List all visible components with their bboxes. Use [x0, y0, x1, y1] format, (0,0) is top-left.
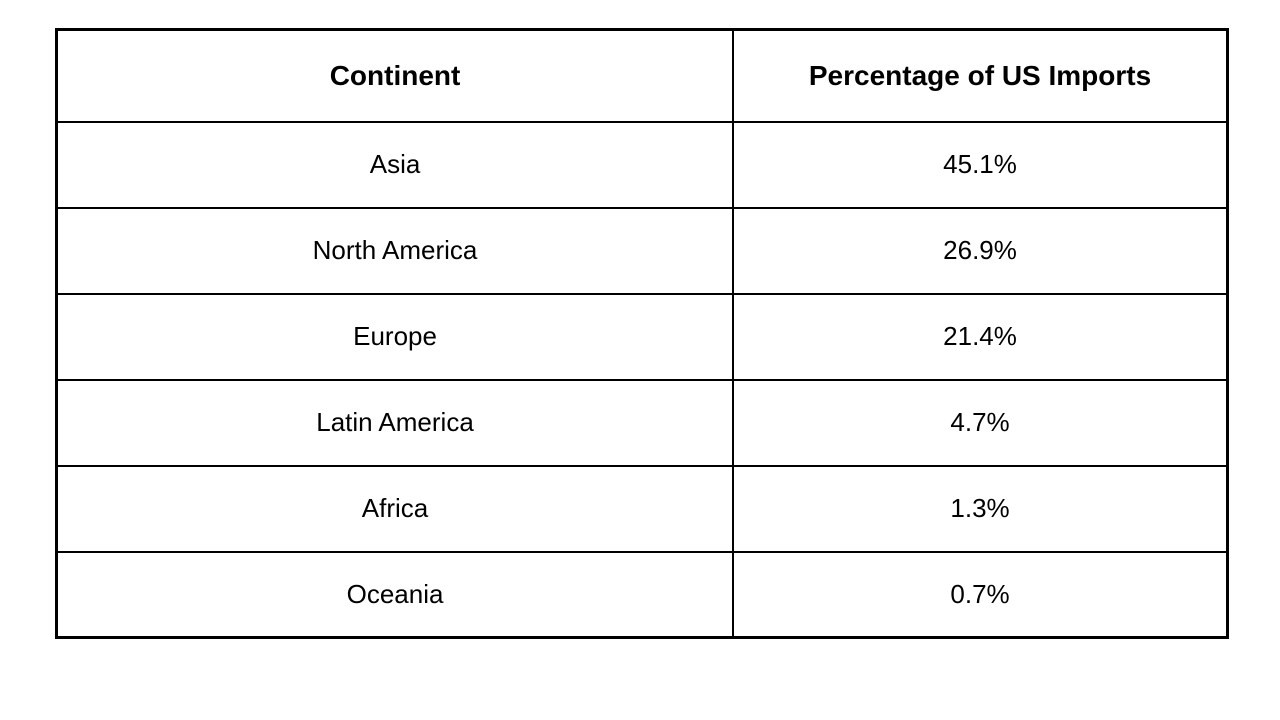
- imports-table: Continent Percentage of US Imports Asia …: [55, 28, 1229, 639]
- cell-continent: Oceania: [57, 552, 734, 638]
- cell-continent: Africa: [57, 466, 734, 552]
- table-row: Africa 1.3%: [57, 466, 1228, 552]
- cell-percentage: 21.4%: [733, 294, 1227, 380]
- col-header-continent: Continent: [57, 30, 734, 122]
- cell-percentage: 45.1%: [733, 122, 1227, 208]
- cell-percentage: 0.7%: [733, 552, 1227, 638]
- table-header-row: Continent Percentage of US Imports: [57, 30, 1228, 122]
- table-row: Asia 45.1%: [57, 122, 1228, 208]
- cell-percentage: 1.3%: [733, 466, 1227, 552]
- cell-continent: North America: [57, 208, 734, 294]
- page: Continent Percentage of US Imports Asia …: [0, 0, 1280, 720]
- cell-continent: Latin America: [57, 380, 734, 466]
- cell-continent: Europe: [57, 294, 734, 380]
- cell-continent: Asia: [57, 122, 734, 208]
- cell-percentage: 26.9%: [733, 208, 1227, 294]
- table-row: Latin America 4.7%: [57, 380, 1228, 466]
- table-row: Europe 21.4%: [57, 294, 1228, 380]
- table-row: Oceania 0.7%: [57, 552, 1228, 638]
- col-header-percentage: Percentage of US Imports: [733, 30, 1227, 122]
- cell-percentage: 4.7%: [733, 380, 1227, 466]
- table-row: North America 26.9%: [57, 208, 1228, 294]
